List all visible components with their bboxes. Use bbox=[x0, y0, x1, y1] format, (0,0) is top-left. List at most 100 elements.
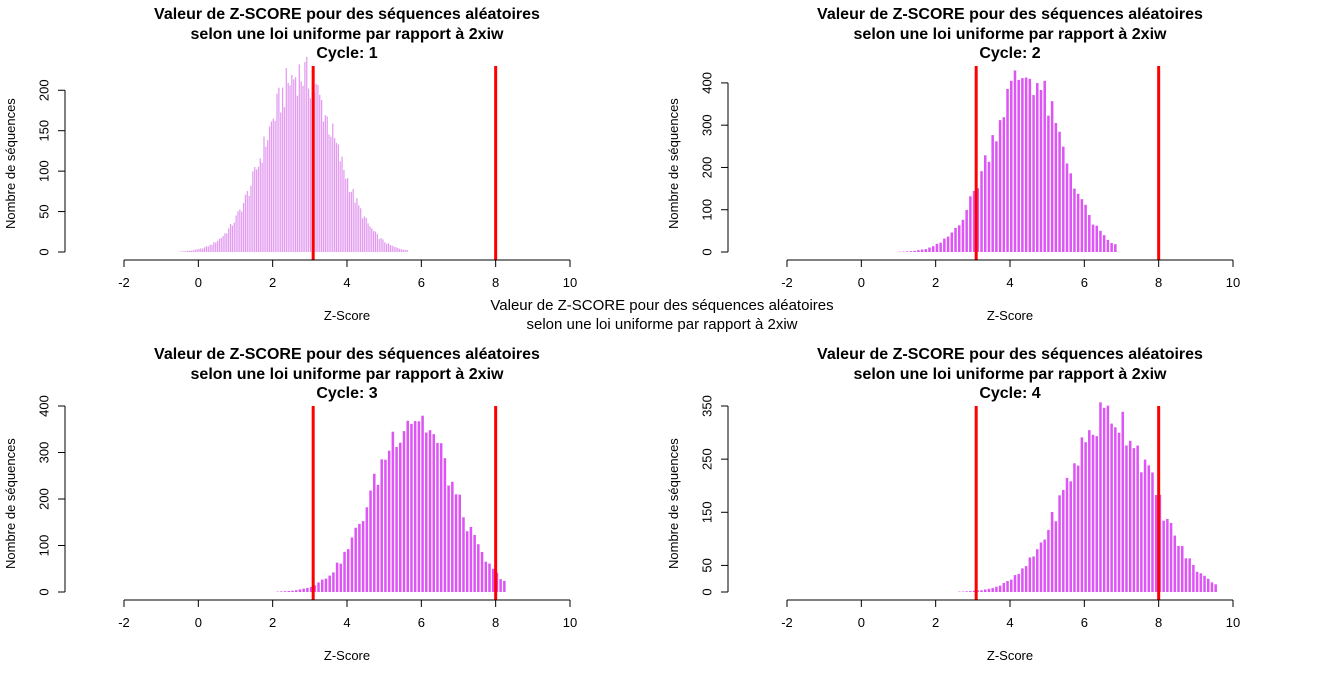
panel-2-bar bbox=[1091, 224, 1095, 252]
panel-1-bar bbox=[244, 194, 247, 252]
panel-4-bar bbox=[1028, 557, 1032, 592]
panel-3-bar bbox=[447, 485, 450, 592]
panel-3-bar bbox=[294, 590, 298, 592]
panel-3-bar bbox=[451, 481, 454, 592]
panel-1-title: Valeur de Z-SCORE pour des séquences alé… bbox=[67, 5, 627, 64]
panel-1-bar bbox=[257, 166, 260, 252]
panel-4-x-tick-label: 10 bbox=[1226, 615, 1240, 630]
panel-2-bar bbox=[1058, 131, 1061, 252]
panel-1-bar bbox=[356, 198, 358, 252]
panel-3-bar bbox=[399, 442, 402, 592]
panel-4-bar bbox=[1206, 578, 1210, 592]
panel-3-bar bbox=[458, 494, 462, 592]
panel-3-bar bbox=[436, 442, 439, 592]
panel-1-bar bbox=[399, 248, 401, 252]
panel-4-bar bbox=[1054, 521, 1058, 592]
figure-outer-title-line-1: Valeur de Z-SCORE pour des séquences alé… bbox=[490, 297, 834, 314]
panel-4-bar bbox=[1184, 558, 1188, 592]
panel-4-bar bbox=[1050, 512, 1054, 592]
panel-1-x-tick-label: 0 bbox=[195, 275, 202, 290]
panel-2-bar bbox=[965, 209, 968, 252]
panel-1-bar bbox=[189, 250, 191, 252]
panel-4-bar bbox=[1143, 459, 1147, 592]
panel-1-bar bbox=[181, 251, 183, 252]
panel-4-title-line-2: selon une loi uniforme par rapport à 2xi… bbox=[853, 365, 1167, 383]
panel-1-bar bbox=[291, 74, 293, 253]
panel-4-y-axis-label: Nombre de séquences bbox=[666, 438, 681, 569]
panel-4-x-tick-label: 8 bbox=[1155, 615, 1162, 630]
panel-3-bar bbox=[354, 527, 357, 592]
panel-1-bar bbox=[276, 93, 278, 252]
panel-1-bar bbox=[391, 245, 393, 252]
panel-2-bar bbox=[1013, 70, 1017, 253]
panel-3-bar bbox=[439, 443, 443, 592]
panel-1-bar bbox=[203, 247, 206, 252]
panel-4-bar bbox=[1102, 407, 1106, 592]
panel-1-bar bbox=[386, 243, 388, 252]
panel-1-bar bbox=[246, 190, 248, 252]
panel-1-bar bbox=[190, 250, 193, 252]
panel-3-x-tick-label: 10 bbox=[563, 615, 577, 630]
panel-4-title-line-1: Valeur de Z-SCORE pour des séquences alé… bbox=[817, 346, 1203, 363]
panel-2-bar bbox=[913, 250, 916, 252]
panel-2-bar bbox=[998, 120, 1002, 253]
panel-1-bar bbox=[198, 248, 200, 252]
panel-1-bar bbox=[350, 191, 352, 252]
panel-3-bar bbox=[335, 562, 339, 592]
panel-1-bar bbox=[194, 249, 196, 252]
panel-3-bar bbox=[432, 434, 435, 592]
panel-4-bar bbox=[1132, 448, 1136, 592]
panel-4-bar bbox=[991, 588, 994, 592]
panel-1-y-axis-label: Nombre de séquences bbox=[3, 98, 18, 229]
panel-2-bar bbox=[1110, 243, 1113, 252]
panel-1-bar bbox=[205, 246, 208, 252]
panel-2-x-tick-label: 0 bbox=[858, 275, 865, 290]
panel-1-bar bbox=[250, 185, 252, 252]
panel-1-bar bbox=[354, 202, 356, 252]
panel-1-x-tick-label: 10 bbox=[563, 275, 577, 290]
panel-4-bar bbox=[1065, 477, 1069, 592]
panel-4-x-tick-label: 6 bbox=[1081, 615, 1088, 630]
panel-2-bar bbox=[1088, 215, 1091, 252]
panel-1-bar bbox=[298, 64, 300, 253]
panel-1-bar bbox=[294, 77, 297, 252]
panel-3-bar bbox=[369, 490, 372, 592]
panel-2-bar bbox=[961, 219, 965, 252]
panel-1-bar bbox=[200, 248, 202, 252]
panel-3-bar bbox=[309, 586, 313, 592]
panel-1-bar bbox=[233, 222, 235, 252]
panel-3-bar bbox=[291, 590, 294, 592]
panel-2-bars bbox=[898, 70, 1117, 253]
panel-1-bar bbox=[363, 216, 365, 252]
panel-1-bar bbox=[281, 87, 284, 252]
panel-4-bar bbox=[1088, 430, 1091, 592]
panel-1-bar bbox=[229, 223, 232, 252]
panel-2-bar bbox=[1024, 77, 1028, 252]
panel-3-title-line-3: Cycle: 3 bbox=[316, 385, 378, 402]
panel-2-bar bbox=[976, 188, 980, 252]
panel-3-bar bbox=[480, 551, 484, 592]
panel-4-bar bbox=[1195, 571, 1199, 592]
panel-2-bar bbox=[935, 243, 939, 252]
panel-3-x-tick-label: 8 bbox=[492, 615, 499, 630]
panel-1-bar bbox=[300, 81, 302, 253]
panel-1-bar bbox=[352, 188, 354, 252]
panel-3-bar bbox=[477, 544, 480, 592]
panel-4-x-tick-label: 2 bbox=[932, 615, 939, 630]
panel-4-bar bbox=[1117, 432, 1121, 592]
panel-2-bar bbox=[1028, 78, 1032, 252]
panel-2-bar bbox=[983, 155, 987, 252]
panel-1-x-axis-label: Z-Score bbox=[323, 308, 371, 323]
panel-4-bar bbox=[1062, 489, 1065, 592]
panel-3-bar bbox=[402, 431, 406, 592]
panel-1-bar bbox=[347, 178, 349, 252]
panel-1-x-tick-label: 6 bbox=[418, 275, 425, 290]
panel-4-bar bbox=[1177, 545, 1180, 592]
panel-4-bar bbox=[1010, 579, 1013, 592]
panel-4-x-axis-label: Z-Score bbox=[986, 648, 1034, 663]
panel-2-bar bbox=[1065, 163, 1069, 252]
panel-1-bar bbox=[380, 238, 382, 252]
panel-1-title-line-3: Cycle: 1 bbox=[316, 45, 378, 62]
panel-2-bar bbox=[1076, 193, 1080, 252]
